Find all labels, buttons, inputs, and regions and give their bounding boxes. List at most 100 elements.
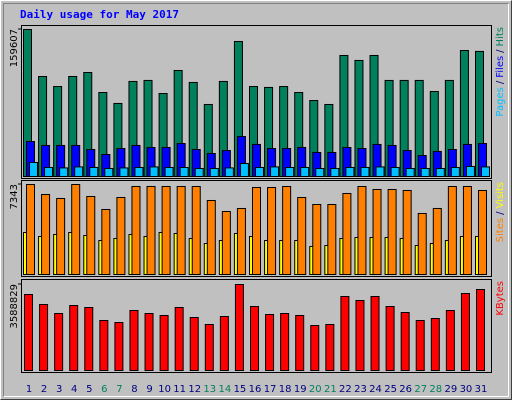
bar <box>465 165 475 178</box>
bar <box>300 166 310 177</box>
legend-entry: Files <box>495 56 506 78</box>
legend: Pages / Files / Hits <box>495 27 506 117</box>
x-tick-label: 14 <box>218 384 231 395</box>
bevel-inner-light <box>3 3 509 397</box>
bar <box>270 166 280 178</box>
x-tick-label: 7 <box>116 384 122 395</box>
x-tick-label: 8 <box>131 384 137 395</box>
bar <box>86 195 96 275</box>
bar <box>360 166 370 177</box>
x-tick-label: 29 <box>444 384 457 395</box>
bar <box>310 324 320 372</box>
bar <box>176 185 186 275</box>
x-tick-label: 12 <box>188 384 201 395</box>
bar <box>204 324 214 372</box>
bar <box>265 314 275 371</box>
bar <box>430 317 440 372</box>
bar <box>174 307 184 371</box>
bar <box>481 166 490 178</box>
bar <box>355 300 365 371</box>
chart-title: Daily usage for May 2017 <box>20 8 179 21</box>
bar <box>159 314 169 371</box>
bar <box>206 199 216 275</box>
bar <box>114 322 124 372</box>
bar <box>29 162 38 177</box>
legend-entry: KBytes <box>495 281 506 316</box>
bar <box>420 167 430 178</box>
bar <box>372 188 382 275</box>
bar <box>234 284 244 371</box>
bar <box>71 184 81 275</box>
legend-separator: / <box>495 49 506 53</box>
x-tick-label: 25 <box>384 384 397 395</box>
bar <box>191 185 201 275</box>
y-tick-label: 159607 <box>9 29 20 67</box>
bar <box>435 167 445 178</box>
bar <box>134 166 144 177</box>
bar <box>340 296 350 372</box>
bar <box>295 314 305 371</box>
legend-separator: / <box>495 211 506 215</box>
bar <box>149 166 159 178</box>
bar <box>89 166 99 177</box>
bar <box>267 186 277 275</box>
legend-entry: Pages <box>495 87 506 116</box>
bar <box>146 185 156 275</box>
bar <box>131 185 141 275</box>
x-tick-label: 16 <box>249 384 262 395</box>
bar <box>250 306 259 371</box>
x-tick-label: 22 <box>339 384 352 395</box>
bar <box>24 294 33 371</box>
bar <box>450 166 460 177</box>
bar <box>26 184 35 275</box>
bar <box>312 203 322 275</box>
x-tick-label: 15 <box>234 384 247 395</box>
bar <box>44 166 54 177</box>
bar <box>219 316 229 372</box>
legend: Sites / Visits <box>495 182 506 242</box>
bar <box>189 317 199 372</box>
bar <box>385 306 395 371</box>
bar <box>101 208 111 275</box>
bar <box>345 166 355 177</box>
bar <box>69 304 79 372</box>
bar <box>325 324 335 372</box>
x-tick-label: 3 <box>56 384 62 395</box>
bar <box>282 185 292 275</box>
bar <box>387 188 397 275</box>
x-tick-label: 24 <box>369 384 382 395</box>
bar <box>447 185 457 275</box>
bar <box>330 167 340 178</box>
bar <box>221 210 231 275</box>
bar <box>84 307 94 371</box>
bar <box>390 166 400 177</box>
x-tick-label: 2 <box>41 384 47 395</box>
bar <box>119 167 129 177</box>
bar <box>315 167 325 178</box>
bar <box>462 185 472 275</box>
bar <box>54 313 64 371</box>
bar <box>161 185 171 275</box>
y-tick-label: 7343 <box>9 184 20 209</box>
bar <box>194 167 204 178</box>
x-tick-label: 28 <box>429 384 442 395</box>
bar <box>252 186 261 275</box>
x-tick-label: 6 <box>101 384 107 395</box>
legend-entry: Visits <box>495 182 506 209</box>
x-tick-label: 5 <box>86 384 92 395</box>
bar <box>74 166 84 178</box>
bar <box>402 189 412 276</box>
bar <box>280 313 290 371</box>
y-tick-label: 3588829 <box>9 284 20 329</box>
bar <box>224 167 234 177</box>
x-tick-label: 10 <box>158 384 171 395</box>
bevel-inner-dark <box>3 3 509 397</box>
bar <box>460 293 470 371</box>
bar <box>297 196 307 275</box>
x-tick-label: 17 <box>264 384 277 395</box>
bar <box>370 296 380 372</box>
bar <box>432 207 442 276</box>
x-tick-label: 13 <box>203 384 216 395</box>
bar <box>144 313 154 371</box>
